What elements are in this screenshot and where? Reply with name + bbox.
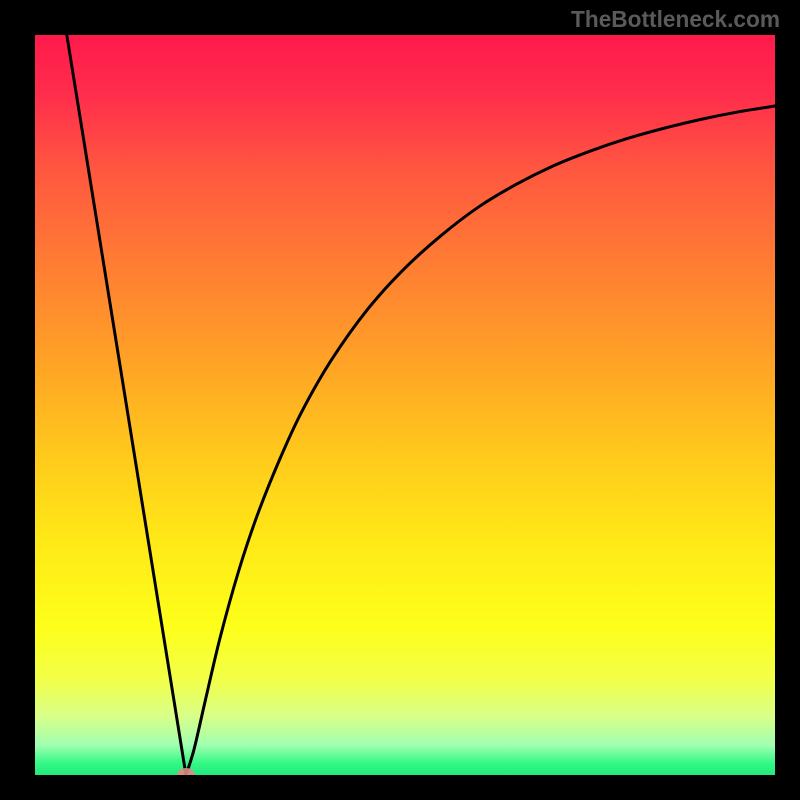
minimum-marker (177, 768, 195, 775)
plot-area (35, 35, 775, 775)
chart-container: TheBottleneck.com (0, 0, 800, 800)
curve-layer (35, 35, 775, 775)
watermark-text: TheBottleneck.com (571, 6, 780, 33)
bottleneck-curve (67, 35, 775, 775)
